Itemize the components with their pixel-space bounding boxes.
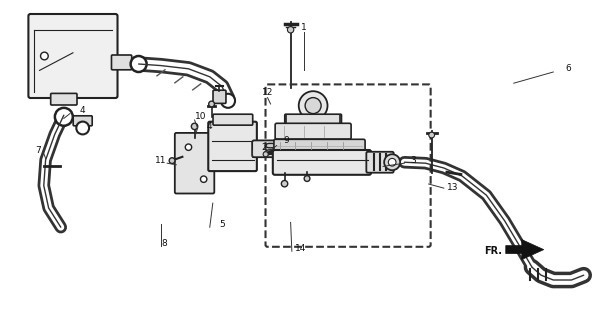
Text: 5: 5 <box>219 220 225 228</box>
Circle shape <box>76 122 89 134</box>
Circle shape <box>288 27 294 33</box>
Circle shape <box>221 94 235 108</box>
Circle shape <box>389 158 396 166</box>
FancyBboxPatch shape <box>252 140 277 157</box>
Text: 11: 11 <box>156 156 167 164</box>
Text: 4: 4 <box>79 106 85 115</box>
FancyBboxPatch shape <box>275 123 351 139</box>
Text: 7: 7 <box>35 146 41 155</box>
Circle shape <box>192 123 198 130</box>
Circle shape <box>41 52 48 60</box>
Text: 3: 3 <box>410 156 416 164</box>
Circle shape <box>299 91 328 120</box>
Circle shape <box>384 154 400 170</box>
Circle shape <box>55 108 73 126</box>
Circle shape <box>131 56 147 72</box>
Circle shape <box>263 152 268 157</box>
Ellipse shape <box>265 150 276 154</box>
Circle shape <box>282 180 288 187</box>
Ellipse shape <box>265 143 276 148</box>
FancyBboxPatch shape <box>285 114 342 124</box>
Text: 9: 9 <box>283 136 289 145</box>
Text: 4: 4 <box>207 122 213 131</box>
Text: 10: 10 <box>195 112 206 121</box>
Circle shape <box>185 144 192 150</box>
FancyBboxPatch shape <box>111 55 132 70</box>
FancyBboxPatch shape <box>209 122 257 171</box>
FancyBboxPatch shape <box>50 93 77 105</box>
Text: 2: 2 <box>261 143 268 152</box>
FancyBboxPatch shape <box>29 14 117 98</box>
FancyBboxPatch shape <box>213 90 226 103</box>
Text: 13: 13 <box>447 183 458 192</box>
FancyBboxPatch shape <box>175 133 214 194</box>
Circle shape <box>429 132 435 138</box>
Polygon shape <box>506 240 544 260</box>
Text: 6: 6 <box>565 64 572 73</box>
Circle shape <box>201 176 207 182</box>
Text: 1: 1 <box>301 23 307 32</box>
FancyBboxPatch shape <box>273 150 371 175</box>
Text: 12: 12 <box>262 88 273 97</box>
Text: 14: 14 <box>295 244 306 252</box>
Circle shape <box>304 176 310 181</box>
FancyBboxPatch shape <box>73 116 92 126</box>
Circle shape <box>305 98 321 114</box>
FancyBboxPatch shape <box>213 114 253 125</box>
Circle shape <box>169 158 175 164</box>
Circle shape <box>209 101 215 107</box>
Text: 8: 8 <box>161 239 167 248</box>
FancyBboxPatch shape <box>367 152 393 173</box>
Text: FR.: FR. <box>484 246 502 256</box>
FancyBboxPatch shape <box>274 139 365 152</box>
